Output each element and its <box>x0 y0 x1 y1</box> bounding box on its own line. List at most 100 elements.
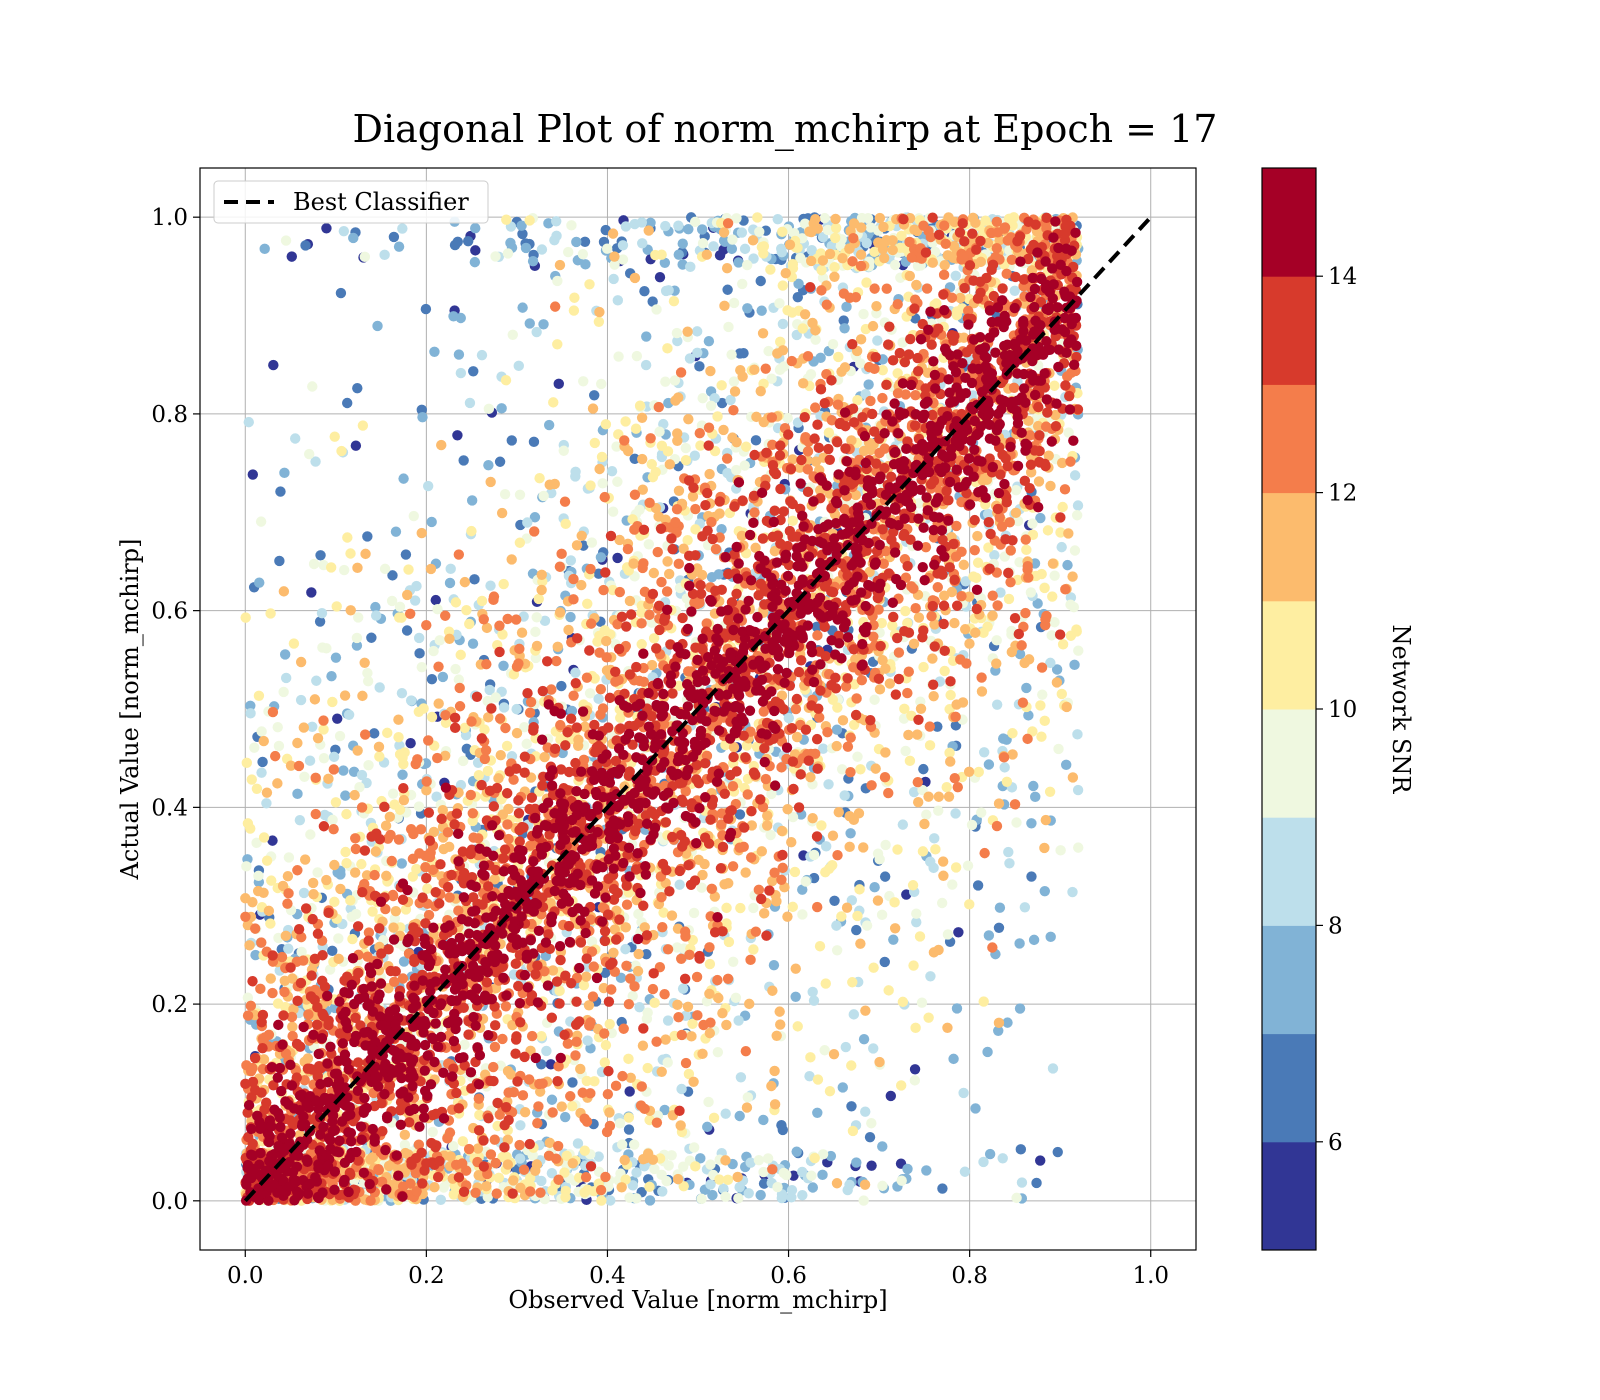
scatter-point <box>797 1167 807 1177</box>
scatter-point <box>608 507 618 517</box>
scatter-point <box>493 773 503 783</box>
scatter-point <box>690 217 700 227</box>
scatter-point <box>733 1015 743 1025</box>
scatter-point <box>982 1047 992 1057</box>
scatter-point <box>1045 932 1055 942</box>
scatter-point <box>960 624 970 634</box>
scatter-point <box>665 459 675 469</box>
scatter-point <box>1011 485 1021 495</box>
scatter-point <box>918 662 928 672</box>
scatter-point <box>942 1023 952 1033</box>
scatter-point <box>736 1072 746 1082</box>
scatter-point <box>528 256 538 266</box>
scatter-point <box>346 605 356 615</box>
scatter-point <box>797 1190 807 1200</box>
scatter-point <box>651 304 661 314</box>
scatter-point <box>446 564 456 574</box>
scatter-point <box>648 472 658 482</box>
scatter-point <box>289 638 299 648</box>
scatter-point <box>451 597 461 607</box>
scatter-point <box>898 997 908 1007</box>
scatter-point <box>644 225 654 235</box>
scatter-point <box>733 1193 743 1203</box>
scatter-point <box>967 820 977 830</box>
scatter-point <box>904 667 914 677</box>
scatter-point <box>623 446 633 456</box>
scatter-point <box>484 404 494 414</box>
scatter-point <box>539 752 549 762</box>
scatter-point <box>908 960 918 970</box>
scatter-point <box>240 893 250 903</box>
scatter-point <box>352 745 362 755</box>
scatter-point <box>929 833 939 843</box>
scatter-point <box>788 902 798 912</box>
scatter-point <box>823 779 833 789</box>
scatter-point <box>890 923 900 933</box>
scatter-point <box>758 1167 768 1177</box>
scatter-point <box>340 847 350 857</box>
scatter-point <box>748 235 758 245</box>
scatter-point <box>737 371 747 381</box>
scatter-point <box>880 772 890 782</box>
scatter-point <box>1072 510 1082 520</box>
scatter-point <box>256 726 266 736</box>
scatter-point <box>951 862 961 872</box>
scatter-point <box>769 960 779 970</box>
scatter-point <box>774 298 784 308</box>
scatter-point <box>987 610 997 620</box>
scatter-point <box>1066 631 1076 641</box>
scatter-point <box>440 710 450 720</box>
scatter-point <box>253 886 263 896</box>
scatter-point <box>660 1034 670 1044</box>
scatter-point <box>1011 817 1021 827</box>
scatter-point <box>964 767 974 777</box>
scatter-point <box>366 633 376 643</box>
scatter-point <box>632 351 642 361</box>
scatter-point <box>465 398 475 408</box>
scatter-point <box>496 403 506 413</box>
scatter-point <box>727 234 737 244</box>
scatter-point <box>563 247 573 257</box>
scatter-point <box>280 649 290 659</box>
scatter-point <box>578 376 588 386</box>
scatter-point <box>788 516 798 526</box>
scatter-point <box>573 741 583 751</box>
scatter-point <box>503 248 513 258</box>
scatter-point <box>1073 646 1083 656</box>
scatter-point <box>256 767 266 777</box>
scatter-point <box>856 334 866 344</box>
scatter-point <box>265 608 275 618</box>
scatter-point <box>755 1190 765 1200</box>
scatter-point <box>1040 886 1050 896</box>
scatter-point <box>517 302 527 312</box>
scatter-point <box>958 697 968 707</box>
scatter-point <box>805 1052 815 1062</box>
scatter-point <box>911 909 921 919</box>
scatter-point <box>1067 887 1077 897</box>
scatter-point <box>787 307 797 317</box>
scatter-point <box>737 279 747 289</box>
scatter-point <box>902 1164 912 1174</box>
scatter-point <box>779 1168 789 1178</box>
scatter-point <box>873 848 883 858</box>
scatter-point <box>923 791 933 801</box>
scatter-point <box>947 879 957 889</box>
scatter-point <box>939 260 949 270</box>
scatter-point <box>898 819 908 829</box>
scatter-point <box>495 457 505 467</box>
scatter-point <box>856 250 866 260</box>
scatter-point <box>1003 847 1013 857</box>
scatter-point <box>311 676 321 686</box>
scatter-point <box>571 237 581 247</box>
scatter-point <box>306 587 316 597</box>
scatter-point <box>247 1063 257 1073</box>
scatter-point <box>848 1126 858 1136</box>
scatter-point <box>582 599 592 609</box>
scatter-point <box>350 867 360 877</box>
scatter-point <box>568 1158 578 1168</box>
scatter-point <box>1072 729 1082 739</box>
scatter-point <box>858 309 868 319</box>
scatter-point <box>532 641 542 651</box>
scatter-point <box>1021 683 1031 693</box>
scatter-point <box>241 861 251 871</box>
